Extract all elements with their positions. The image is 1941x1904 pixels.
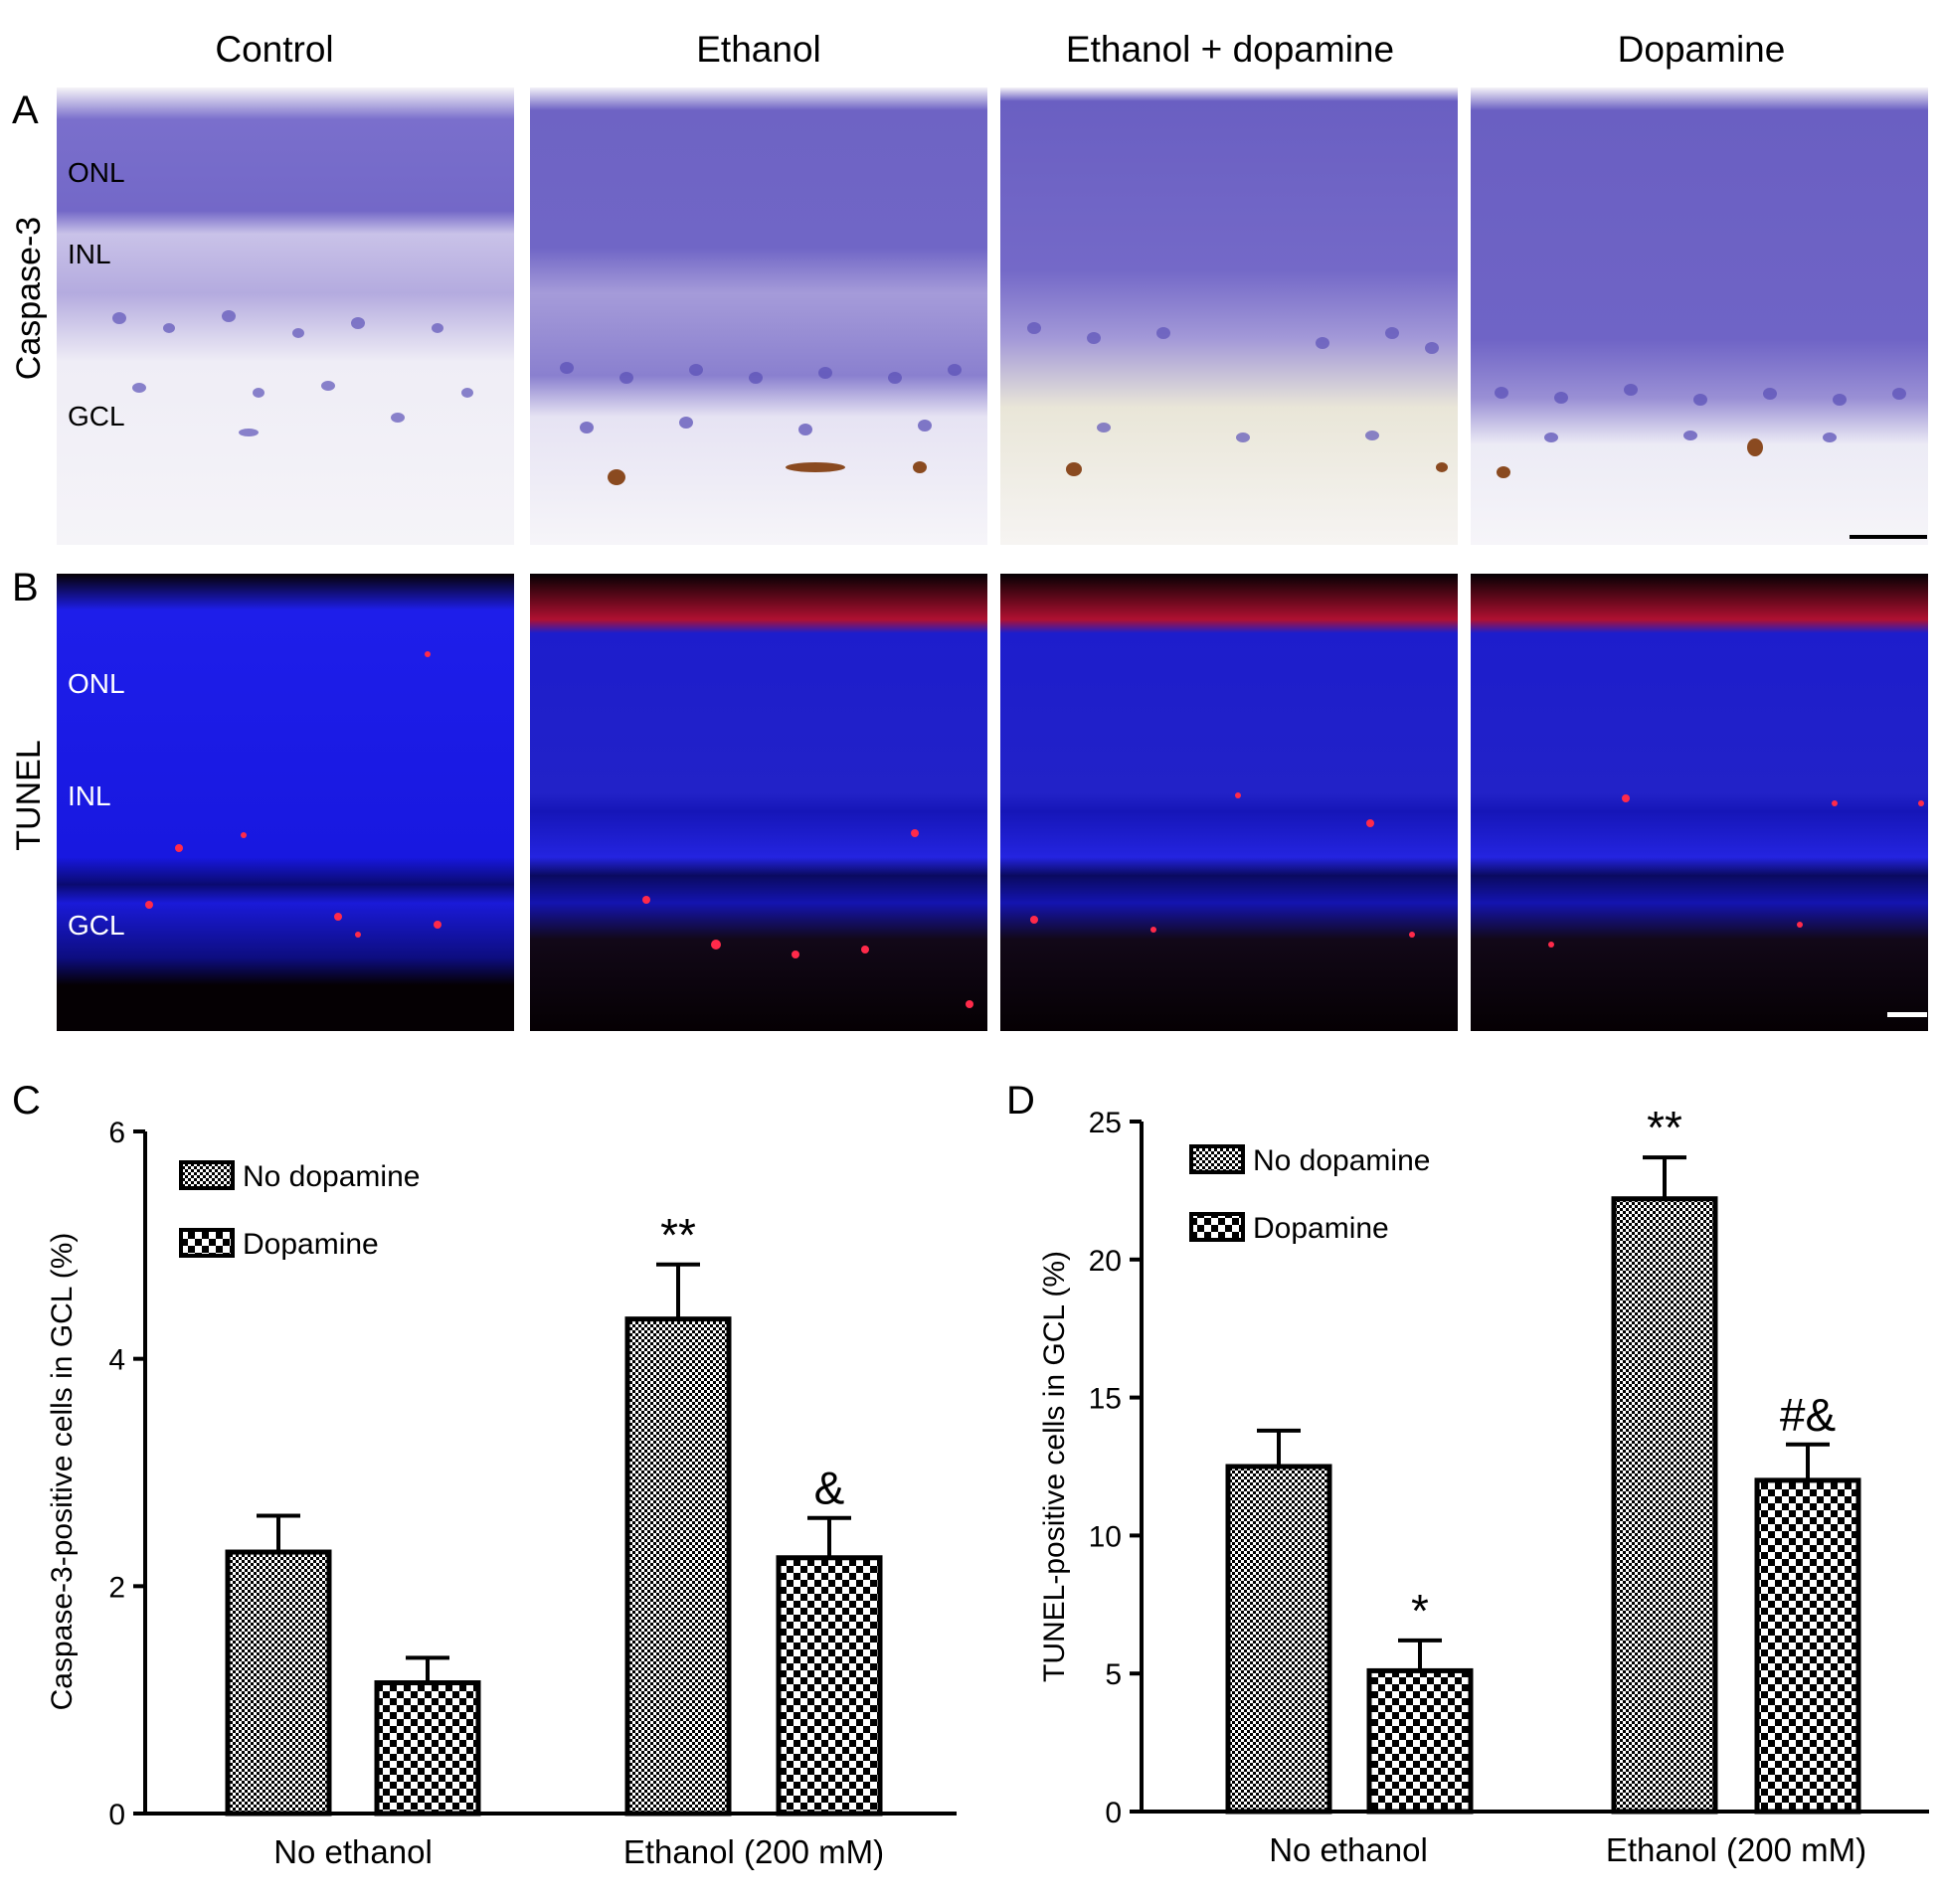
micrograph-caspase-dopamine (1471, 87, 1928, 545)
y-tick-label: 5 (1105, 1658, 1122, 1691)
column-header-dopamine: Dopamine (1618, 29, 1786, 70)
x-category-label: No ethanol (1269, 1831, 1428, 1868)
x-category-label: Ethanol (200 mM) (1606, 1831, 1866, 1868)
significance-marker: & (814, 1463, 845, 1514)
bar (776, 1555, 883, 1817)
legend-label: No dopamine (1253, 1144, 1430, 1177)
y-tick-label: 10 (1089, 1520, 1122, 1553)
significance-marker: #& (1780, 1389, 1836, 1441)
micrograph-tunel-control (57, 574, 514, 1031)
tunel-positive-cells (1030, 792, 1415, 938)
micrograph-tunel-dopamine (1471, 574, 1928, 1031)
column-header-ethanol: Ethanol (696, 29, 821, 70)
y-axis-label: Caspase-3-positive cells in GCL (%) (46, 1233, 79, 1711)
legend-swatch (1189, 1144, 1245, 1174)
y-tick-label: 4 (108, 1344, 125, 1377)
tunel-positive-cells (145, 651, 441, 938)
layer-label-onl-b: ONL (68, 668, 125, 699)
panel-letter-b: B (12, 566, 39, 609)
bar (374, 1680, 481, 1817)
panel-letter-d: D (1006, 1079, 1035, 1123)
micrograph-caspase-control (57, 87, 514, 545)
significance-marker: * (1411, 1585, 1429, 1637)
chart-caspase-gcl: 0 2 4 6 Caspase-3-positive cells in GCL (%) N… (46, 1117, 957, 1870)
legend-swatch (179, 1228, 235, 1258)
legend-swatch (1189, 1212, 1245, 1242)
chart-tunel-gcl: 0 5 10 15 20 25 TUNEL-positive cells in GCL (%… (1038, 1102, 1929, 1868)
x-category-label: Ethanol (200 mM) (623, 1833, 884, 1870)
caspase-positive-cells (1497, 438, 1763, 478)
layer-label-onl-a: ONL (68, 157, 125, 188)
significance-marker: ** (660, 1209, 696, 1261)
micrograph-tunel-ethanol (530, 574, 987, 1031)
micrograph-tunel-ethanol-dopamine (1000, 574, 1458, 1031)
legend-label: Dopamine (1253, 1212, 1389, 1245)
cell-clusters (1027, 322, 1439, 442)
scale-bar-a (1850, 535, 1927, 539)
caspase-positive-cells (1066, 462, 1448, 476)
micrograph-caspase-ethanol (530, 87, 987, 545)
layer-label-gcl-b: GCL (68, 910, 125, 941)
row-label-tunel: TUNEL (10, 740, 48, 850)
column-header-ethanol-dopamine: Ethanol + dopamine (1066, 29, 1394, 70)
tunel-positive-cells (642, 829, 973, 1008)
cell-clusters (1495, 384, 1906, 442)
tunel-positive-cells (1548, 794, 1924, 948)
bar (1366, 1667, 1474, 1815)
column-header-control: Control (215, 29, 333, 70)
scale-bar-b (1887, 1012, 1927, 1017)
legend-label: No dopamine (243, 1160, 420, 1193)
micrograph-caspase-ethanol-dopamine (1000, 87, 1458, 545)
y-tick-label: 2 (108, 1571, 125, 1604)
cell-clusters (112, 310, 473, 436)
cell-clusters (560, 362, 962, 435)
y-axis-label: TUNEL-positive cells in GCL (%) (1038, 1251, 1071, 1682)
y-tick-label: 0 (1105, 1797, 1122, 1829)
layer-label-gcl-a: GCL (68, 401, 125, 432)
legend-label: Dopamine (243, 1228, 379, 1261)
panel-letter-c: C (12, 1079, 41, 1123)
x-category-label: No ethanol (273, 1833, 433, 1870)
y-tick-label: 20 (1089, 1245, 1122, 1278)
y-tick-label: 25 (1089, 1107, 1122, 1139)
panel-letter-a: A (12, 88, 39, 132)
row-label-caspase: Caspase-3 (10, 217, 48, 380)
significance-marker: ** (1647, 1102, 1682, 1153)
bar (225, 1549, 332, 1817)
y-tick-label: 6 (108, 1117, 125, 1149)
bar (1754, 1477, 1861, 1815)
caspase-positive-cells (608, 461, 927, 485)
layer-label-inl-a: INL (68, 239, 111, 269)
y-tick-label: 0 (108, 1799, 125, 1831)
bar (1225, 1464, 1332, 1815)
layer-label-inl-b: INL (68, 780, 111, 811)
bar (624, 1316, 732, 1817)
y-tick-label: 15 (1089, 1383, 1122, 1416)
bar (1611, 1196, 1718, 1815)
legend-swatch (179, 1160, 235, 1190)
